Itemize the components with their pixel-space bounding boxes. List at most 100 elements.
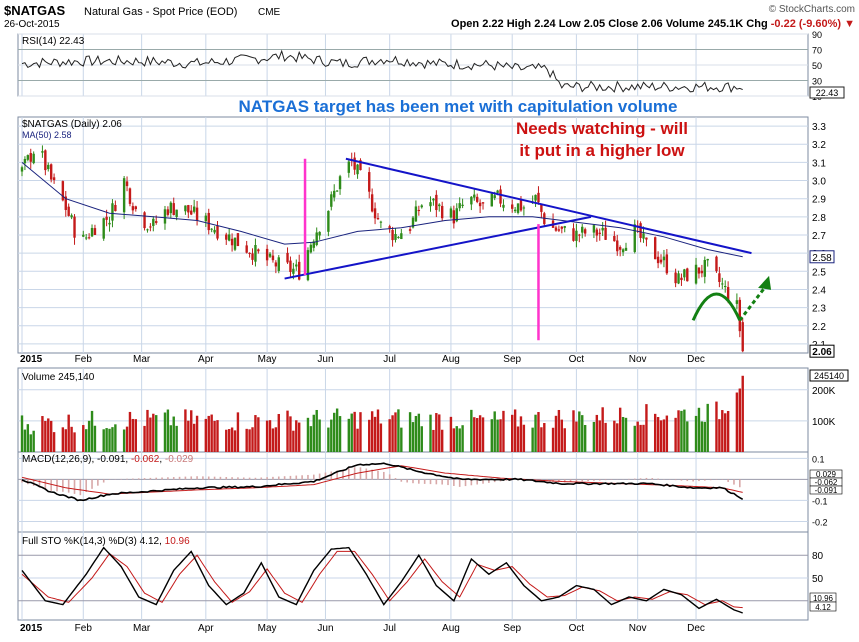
volume-bar: [336, 409, 338, 452]
price-candle: [307, 250, 309, 280]
price-candle: [196, 208, 198, 221]
price-candle: [91, 228, 93, 236]
volume-bar: [461, 425, 463, 452]
volume-bar: [636, 422, 638, 452]
price-candle: [461, 205, 463, 206]
macd-histogram-bar: [424, 479, 426, 484]
macd-histogram-bar: [319, 474, 321, 480]
price-candle: [724, 286, 726, 287]
price-candle: [415, 206, 417, 221]
price-candle: [736, 300, 738, 304]
macd-histogram-bar: [225, 477, 227, 479]
macd-histogram-bar: [412, 479, 414, 483]
macd-histogram-bar: [406, 479, 408, 482]
macd-histogram-bar: [313, 475, 315, 480]
price-candle: [356, 165, 358, 175]
volume-bar: [674, 418, 676, 452]
macd-histogram-bar: [651, 478, 653, 479]
price-candle: [82, 235, 84, 237]
price-candle: [707, 259, 709, 260]
ohlc-readout: Open 2.22 High 2.24 Low 2.05 Close 2.06 …: [451, 18, 855, 30]
volume-bar: [374, 417, 376, 452]
volume-bar: [62, 427, 64, 452]
macd-histogram-bar: [62, 479, 64, 491]
macd-histogram-bar: [74, 479, 76, 494]
volume-bar: [32, 431, 34, 452]
price-candle: [348, 162, 350, 173]
volume-bar: [149, 418, 151, 452]
macd-histogram-bar: [91, 479, 93, 488]
volume-bar: [642, 425, 644, 452]
volume-bar: [353, 412, 355, 452]
price-candle: [639, 223, 641, 238]
volume-bar: [718, 419, 720, 452]
price-candle: [453, 210, 455, 223]
price-candle: [67, 207, 69, 216]
macd-histogram-bar: [383, 472, 385, 479]
volume-bar: [135, 419, 137, 452]
volume-bar: [228, 429, 230, 452]
volume-bar: [21, 415, 23, 452]
macd-histogram-bar: [161, 477, 163, 479]
volume-bar: [310, 426, 312, 452]
price-tick-label: 3.3: [812, 122, 826, 133]
volume-bar: [616, 423, 618, 452]
macd-histogram-bar: [126, 479, 128, 480]
price-candle: [441, 206, 443, 218]
macd-histogram-bar: [214, 477, 216, 480]
macd-histogram-bar: [401, 479, 403, 481]
volume-bar: [388, 419, 390, 452]
watch-annotation-line1: Needs watching - will: [516, 119, 688, 138]
price-candle: [278, 257, 280, 271]
price-candle: [520, 199, 522, 210]
macd-histogram-bar: [45, 479, 47, 489]
price-tick-label: 2.7: [812, 231, 826, 242]
price-candle: [622, 249, 624, 252]
price-candle: [476, 197, 478, 202]
price-candle: [613, 236, 615, 241]
price-candle: [213, 230, 215, 233]
volume-bar: [663, 419, 665, 452]
macd-histogram-bar: [132, 479, 134, 480]
volume-bar: [208, 416, 210, 452]
rsi-legend: RSI(14) 22.43: [22, 36, 85, 47]
symbol-description: Natural Gas - Spot Price (EOD): [84, 6, 237, 18]
month-label-top: Jul: [383, 354, 396, 365]
price-candle: [175, 210, 177, 217]
volume-bar: [348, 419, 350, 452]
volume-bar: [24, 430, 26, 452]
volume-bar: [601, 407, 603, 452]
volume-bar: [88, 421, 90, 452]
price-candle: [479, 203, 481, 206]
macd-histogram-bar: [150, 478, 152, 479]
volume-bar: [564, 428, 566, 452]
macd-histogram-bar: [237, 477, 239, 479]
volume-bar: [511, 415, 513, 452]
price-candle: [634, 224, 636, 252]
volume-bar: [103, 429, 105, 452]
macd-histogram-bar: [459, 479, 461, 487]
month-label-top: Apr: [198, 354, 214, 365]
volume-bar: [686, 421, 688, 452]
price-candle: [674, 273, 676, 284]
price-candle: [318, 232, 320, 236]
macd-histogram-bar: [231, 477, 233, 479]
volume-bar: [715, 402, 717, 452]
price-candle: [210, 229, 212, 230]
price-tick-label: 3.2: [812, 140, 826, 151]
price-candle: [625, 248, 627, 251]
volume-bar: [371, 411, 373, 452]
price-candle: [494, 195, 496, 198]
price-candle: [292, 269, 294, 274]
macd-histogram-bar: [377, 471, 379, 480]
price-candle: [108, 223, 110, 225]
price-candle: [555, 227, 557, 230]
price-candle: [225, 234, 227, 239]
price-candle: [371, 194, 373, 211]
volume-bar: [73, 432, 75, 452]
rsi-tick-label: 50: [812, 61, 822, 71]
price-candle: [149, 226, 151, 227]
price-candle: [44, 150, 46, 170]
price-candle: [123, 178, 125, 212]
